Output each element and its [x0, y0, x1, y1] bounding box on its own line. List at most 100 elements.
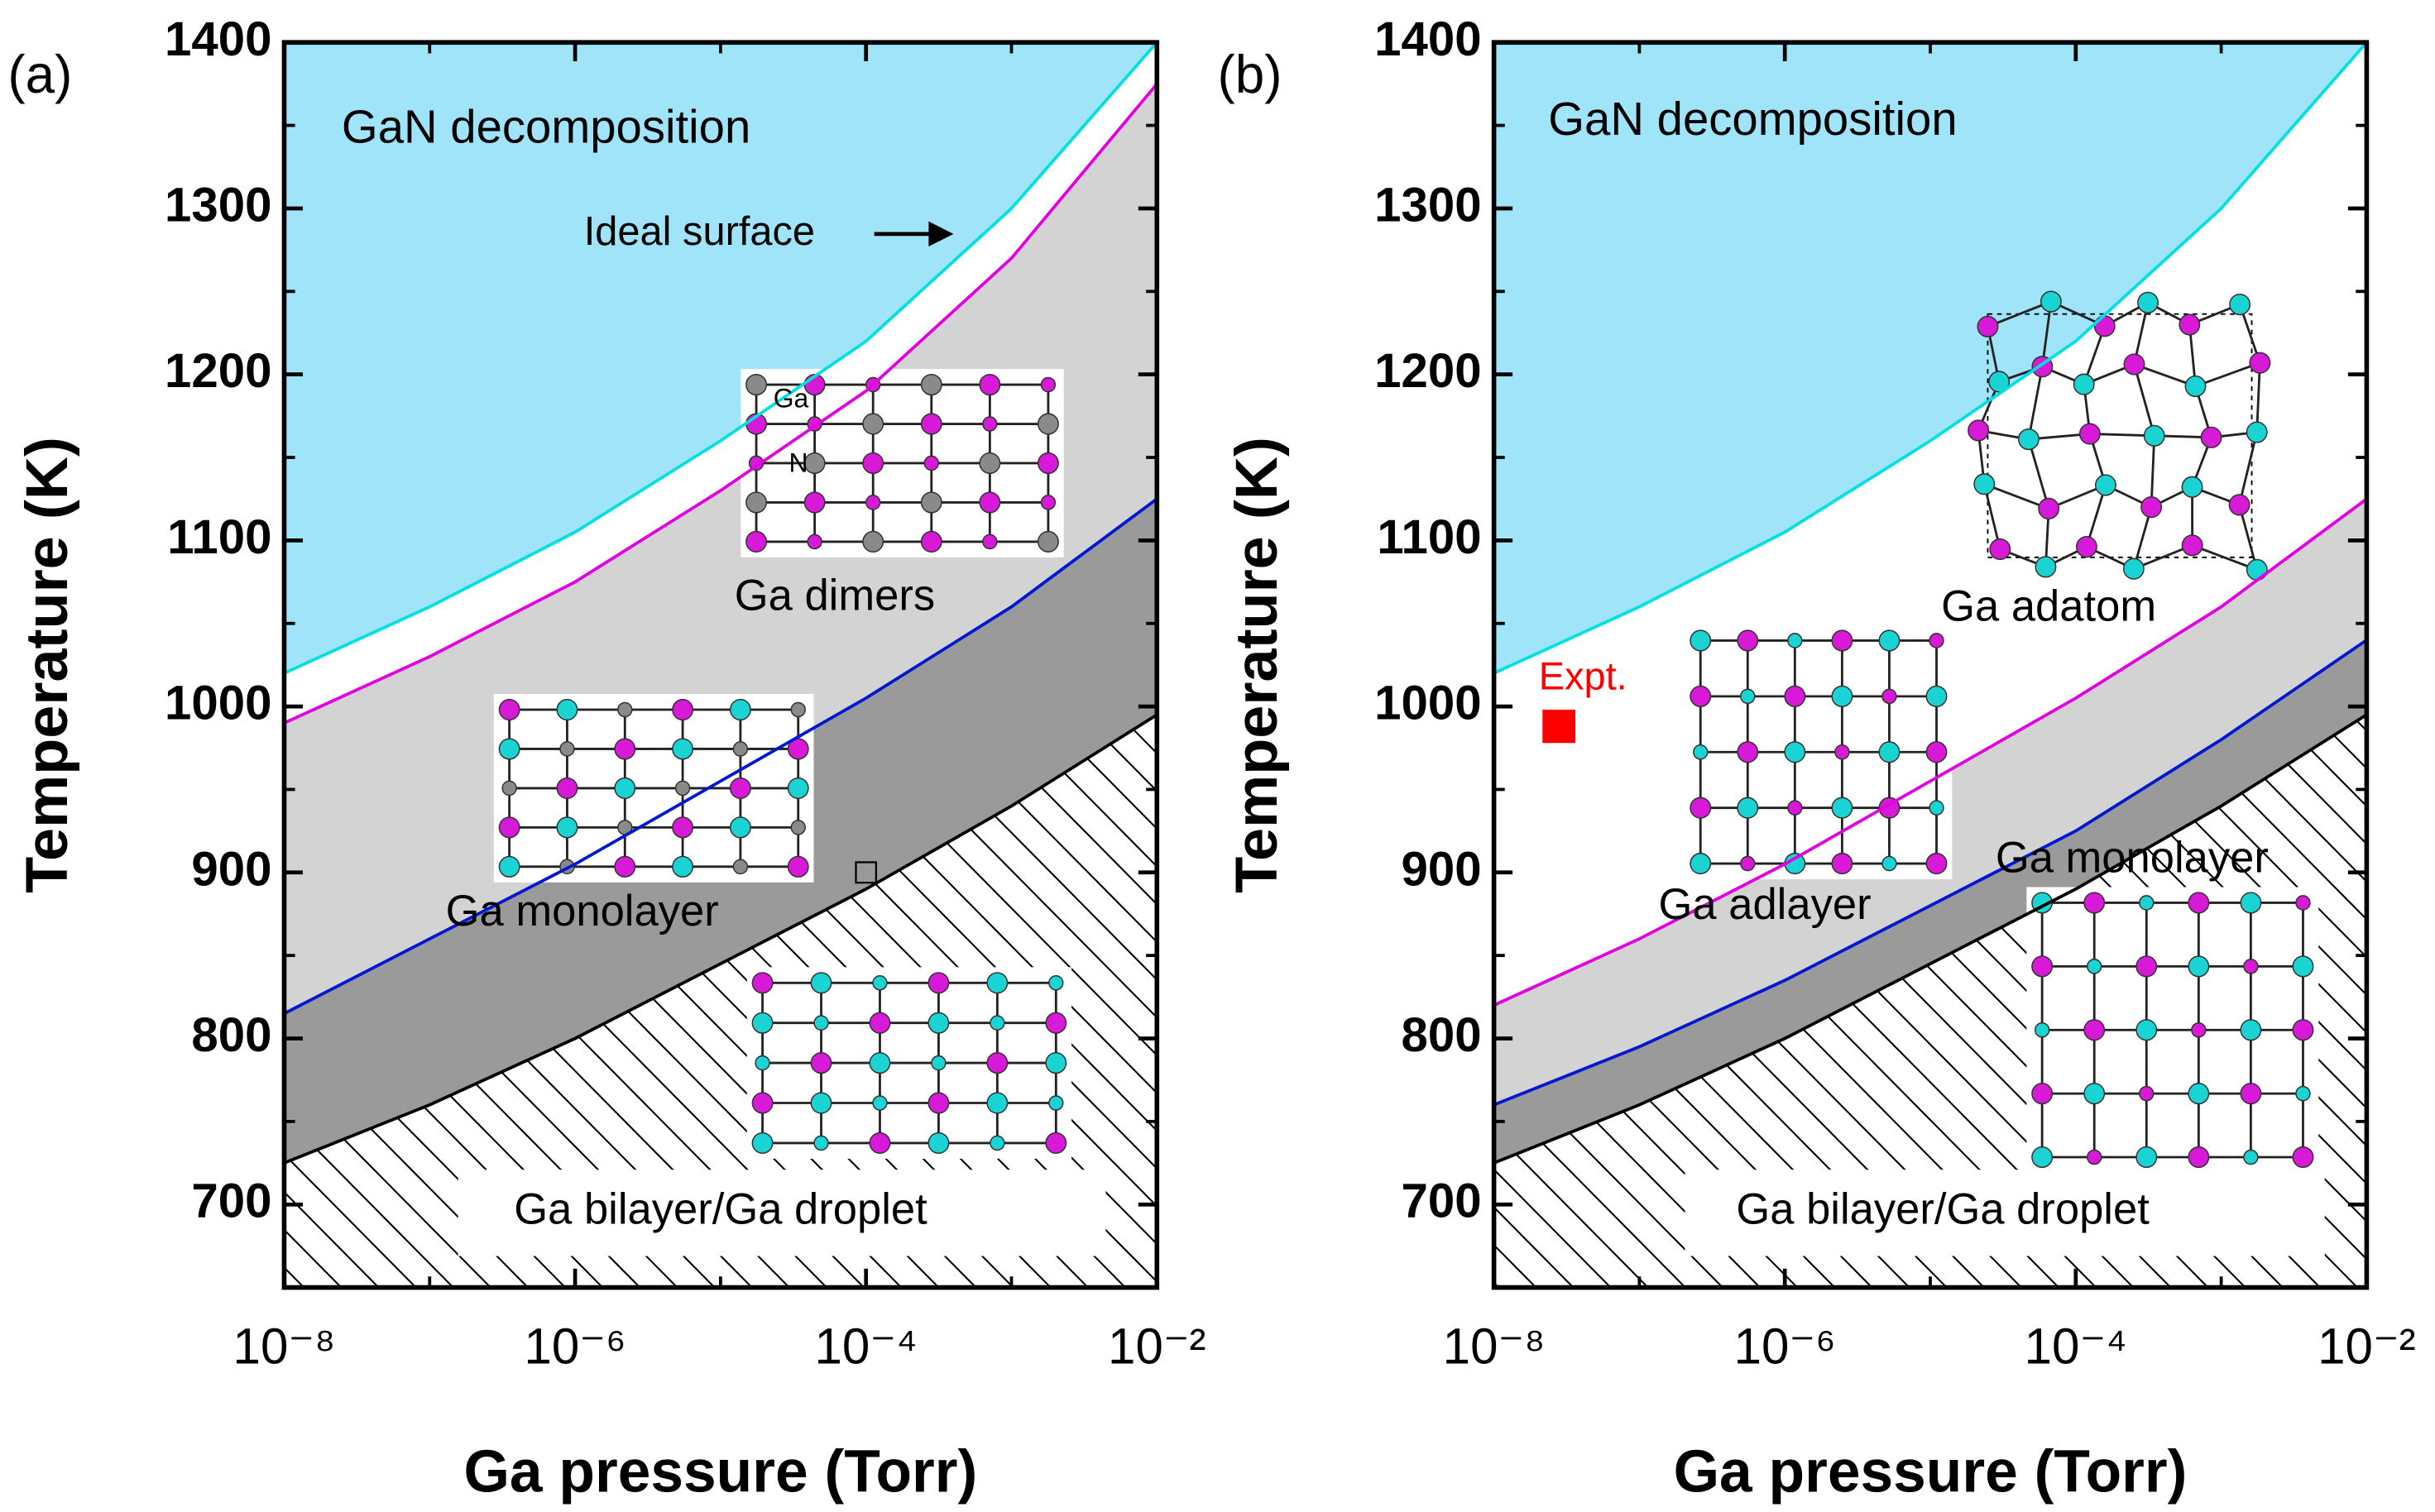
atom	[2034, 1022, 2050, 1038]
atom	[2122, 557, 2145, 580]
atom	[614, 855, 636, 878]
atom	[1989, 538, 2011, 561]
atom	[2243, 959, 2259, 974]
atom	[787, 855, 809, 878]
atom	[1968, 419, 1990, 442]
annotation: Ga dimers	[735, 571, 935, 620]
x-tick-label: 10⁻²	[1108, 1318, 1206, 1374]
atom	[1929, 800, 1944, 816]
annotation: Ga adlayer	[1659, 880, 1872, 929]
bond	[2027, 438, 2050, 510]
atom	[2246, 421, 2268, 443]
annotation: Ga bilayer/Ga droplet	[514, 1184, 928, 1233]
atom	[1737, 629, 1759, 652]
atom	[751, 1092, 774, 1114]
y-tick-label: 700	[191, 1174, 271, 1227]
y-tick-label: 800	[191, 1008, 271, 1062]
annotation: Ga	[774, 383, 809, 413]
boundary-line	[1493, 713, 2367, 1165]
atom	[2083, 892, 2106, 914]
atom	[869, 1012, 891, 1034]
atom	[2031, 1083, 2054, 1105]
atom	[2184, 375, 2207, 398]
atom	[990, 1135, 1005, 1151]
atom	[498, 698, 520, 721]
panel-label: (a)	[7, 45, 72, 104]
atom	[1929, 633, 1944, 648]
atom	[1878, 741, 1901, 763]
atom	[790, 820, 806, 835]
region-fill	[284, 42, 1158, 724]
atom	[807, 534, 822, 550]
x-tick-label: 10⁻⁶	[1734, 1318, 1836, 1374]
y-tick-label: 1400	[165, 12, 271, 65]
atom	[787, 777, 809, 800]
atom	[1037, 530, 1059, 553]
atom	[2083, 1019, 2106, 1041]
atom	[2087, 959, 2102, 974]
y-tick-label: 1000	[1374, 676, 1481, 730]
atom	[2295, 1085, 2311, 1102]
y-tick-label: 1400	[1374, 12, 1481, 65]
y-tick-label: 1300	[165, 178, 271, 232]
y-tick-label: 700	[1402, 1174, 1482, 1227]
atom	[2292, 955, 2314, 978]
atom	[745, 373, 768, 396]
atom	[1831, 685, 1853, 707]
x-tick-label: 10⁻⁶	[524, 1318, 626, 1374]
atom	[2135, 1146, 2158, 1169]
data-point	[1542, 710, 1576, 744]
atom	[2188, 955, 2210, 978]
arrow-head	[928, 221, 954, 247]
atom	[803, 491, 826, 514]
atom	[1977, 315, 1999, 337]
atom	[928, 1132, 950, 1155]
atom	[2094, 474, 2116, 496]
atom	[790, 701, 806, 718]
atom	[751, 1132, 774, 1155]
label-background	[1685, 1170, 2325, 1256]
atom	[813, 1015, 829, 1031]
atom	[2188, 1146, 2210, 1169]
atom	[928, 1092, 950, 1114]
atom	[556, 816, 578, 839]
atom	[1925, 852, 1948, 875]
y-tick-label: 1200	[165, 344, 271, 398]
atom	[928, 972, 950, 994]
atom	[2038, 497, 2060, 519]
atom	[920, 530, 942, 553]
bond	[1983, 482, 2049, 510]
region-fill	[284, 42, 1158, 673]
region-fill	[1493, 639, 2367, 1164]
y-tick-label: 900	[1402, 842, 1482, 896]
atom	[2200, 426, 2222, 448]
atom	[986, 972, 1009, 994]
atom	[1690, 629, 1712, 652]
atom	[1925, 685, 1948, 707]
atom	[982, 416, 998, 432]
bond	[2238, 504, 2259, 571]
atom	[920, 373, 942, 396]
atom	[751, 972, 774, 994]
x-axis-label: Ga pressure (Torr)	[1674, 1438, 2188, 1505]
atom	[2139, 1085, 2155, 1102]
atom	[2140, 496, 2163, 519]
atom	[614, 777, 636, 800]
atom	[787, 738, 809, 760]
atom	[501, 780, 517, 797]
bond	[2134, 363, 2196, 388]
atom	[1690, 797, 1712, 819]
atom	[498, 738, 520, 760]
atom	[2135, 955, 2158, 978]
annotation: Ga monolayer	[1996, 833, 2269, 882]
y-axis-label: Temperature (K)	[14, 437, 80, 893]
atom	[2249, 352, 2271, 374]
atom	[2292, 1146, 2314, 1169]
boundary-line	[1493, 42, 2367, 675]
atom	[979, 491, 1001, 514]
atom	[729, 777, 751, 800]
atom	[1048, 974, 1064, 991]
atom	[2093, 315, 2116, 337]
atom	[1784, 685, 1806, 707]
